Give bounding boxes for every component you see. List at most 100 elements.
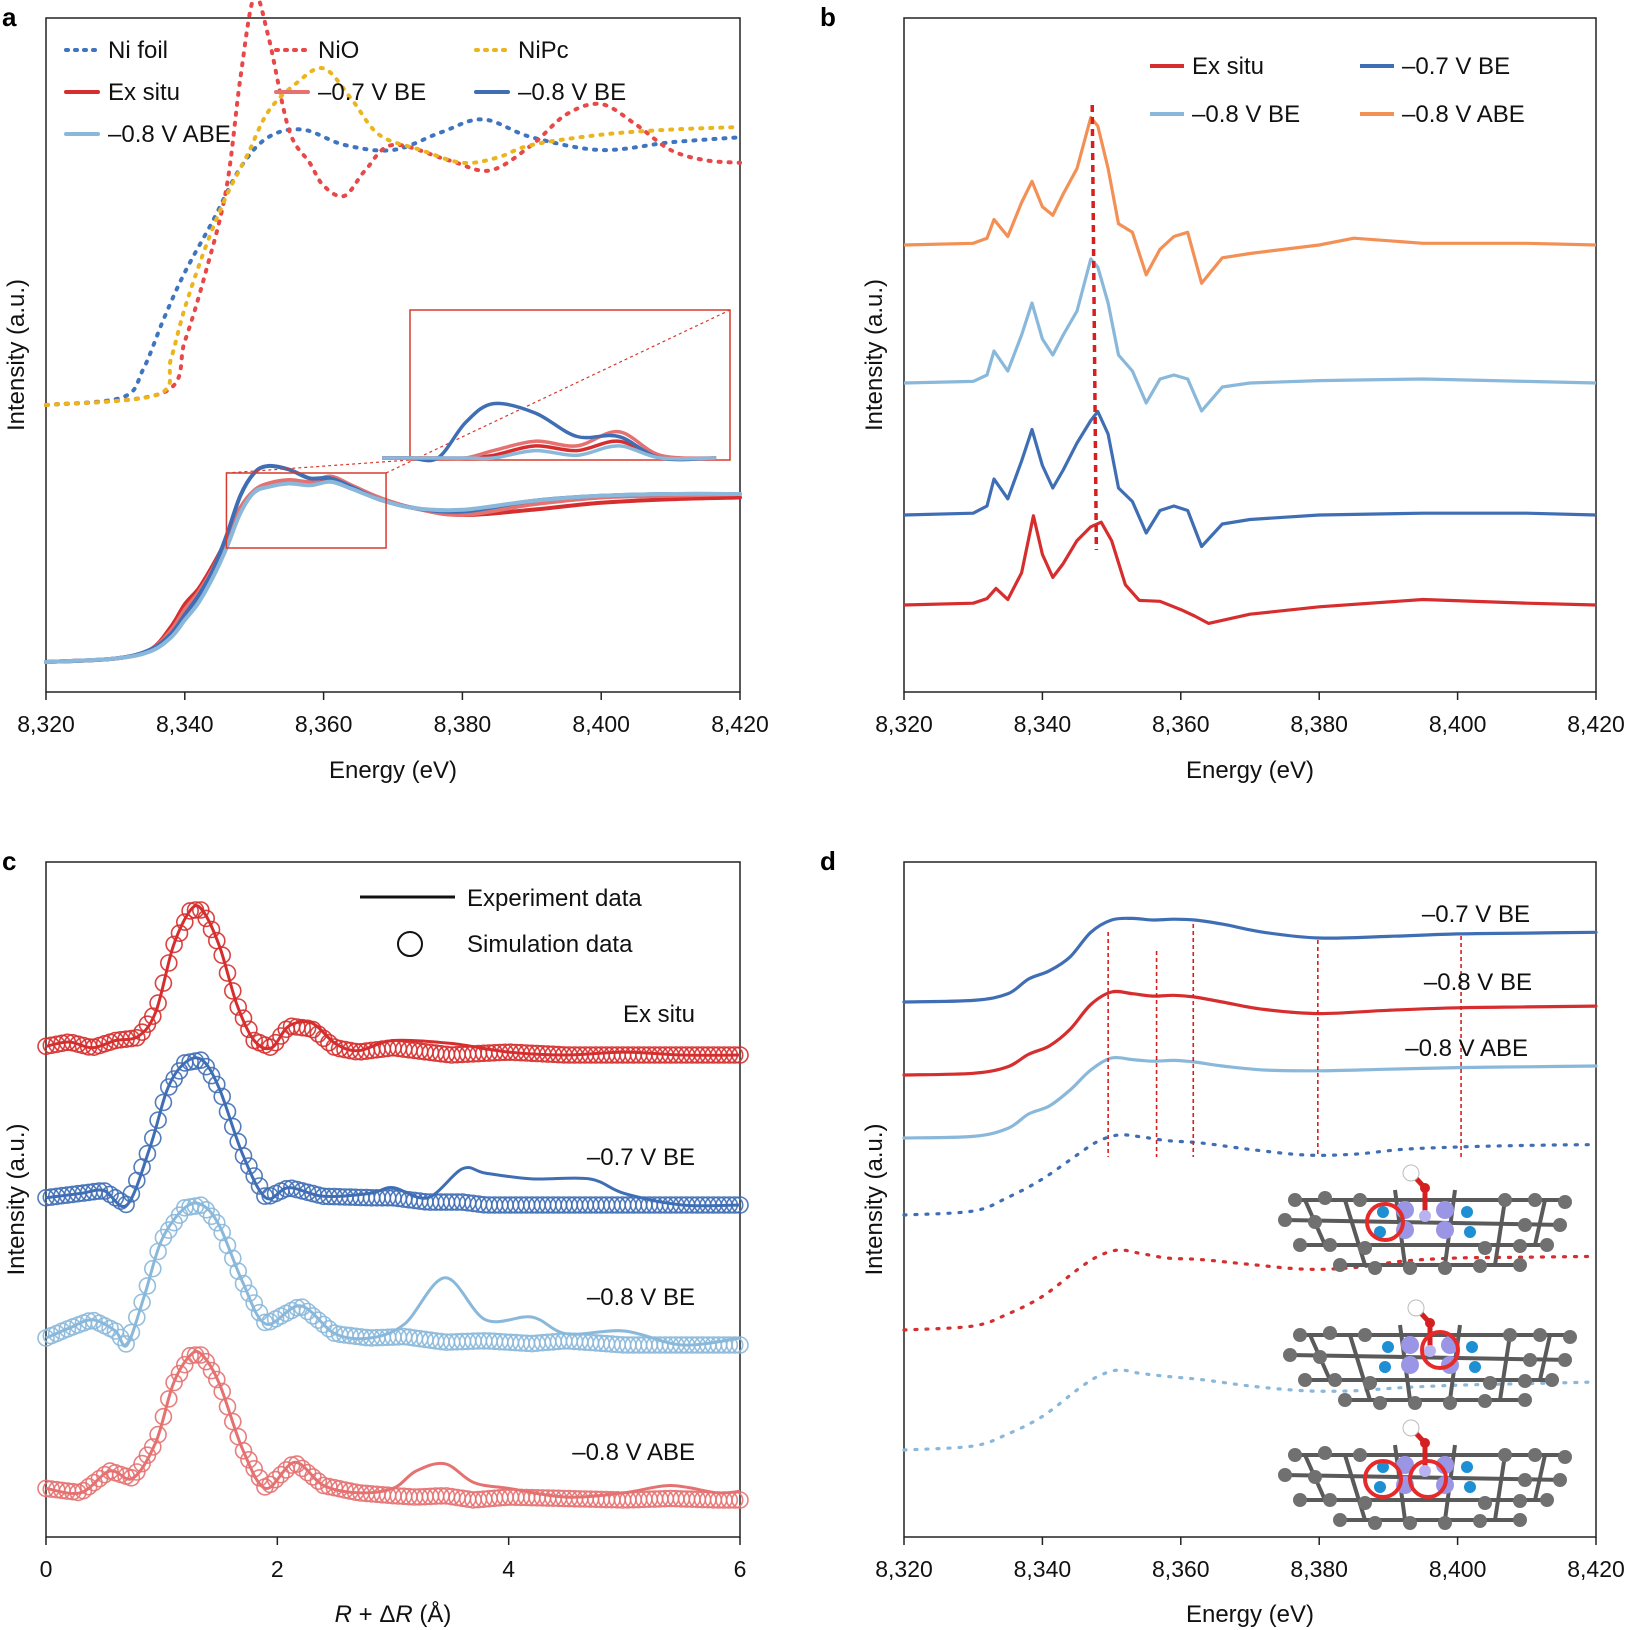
- legend-label: NiPc: [518, 37, 569, 64]
- simulation-point: [154, 1093, 173, 1112]
- simulation-point: [208, 1370, 226, 1389]
- simulation-point: [138, 1277, 157, 1295]
- peak-shift-dashed-line: [1090, 104, 1099, 551]
- series-line-2: [903, 257, 1597, 413]
- simulation-point: [202, 1207, 221, 1226]
- simulation-point: [288, 1455, 306, 1473]
- simulation-point: [240, 1157, 258, 1175]
- simulation-point: [138, 1144, 157, 1163]
- simulation-point: [202, 920, 221, 939]
- ni-n4-oh-structure-3-icon: [1278, 1420, 1572, 1530]
- x-tick-label: 8,360: [1152, 1556, 1210, 1582]
- panel-letter-c: c: [2, 846, 16, 876]
- x-tick-label: 8,360: [295, 711, 353, 737]
- y-axis-title: Intensity (a.u.): [861, 1123, 888, 1275]
- simulation-point: [261, 1038, 280, 1056]
- series-line-3: [44, 477, 742, 664]
- simulation-point: [176, 1355, 194, 1374]
- series-line-0: [44, 117, 742, 407]
- simulation-point: [314, 1029, 333, 1048]
- simulation-point: [154, 974, 173, 992]
- simulation-point: [234, 1009, 253, 1028]
- legend-label: –0.7 V BE: [1402, 53, 1510, 80]
- x-axis-title-part: (Å): [413, 1600, 452, 1628]
- curve-label: –0.8 V BE: [587, 1284, 695, 1311]
- simulation-point: [240, 1451, 258, 1469]
- x-tick-label: 8,320: [17, 711, 75, 737]
- simulation-point: [128, 1029, 146, 1047]
- x-tick-label: 2: [271, 1556, 284, 1582]
- series-line-0: [902, 916, 1598, 1004]
- simulation-point: [144, 1259, 162, 1278]
- legend-label: NiO: [318, 37, 359, 64]
- simulation-point: [197, 1201, 215, 1219]
- simulation-point: [133, 1293, 151, 1312]
- ni-n4-oh-structure-1-icon: [1278, 1165, 1572, 1275]
- simulation-point: [304, 1468, 322, 1486]
- simulation-point: [128, 1308, 146, 1327]
- series-line-5: [902, 1368, 1598, 1452]
- simulation-point: [181, 1346, 199, 1365]
- simulation-point: [192, 1196, 210, 1214]
- series-line-1: [902, 989, 1598, 1077]
- simulation-point: [117, 1195, 135, 1214]
- x-axis-title-part: R: [395, 1601, 412, 1628]
- simulation-point: [725, 1196, 744, 1214]
- panel-a-xanes: 8,320 8,340 8,360 8,380 8,400 8,420 Intensity …: [3, 0, 769, 784]
- panel-b-derivative: 8,320 8,340 8,360 8,380 8,400 8,420 Intensity …: [861, 17, 1625, 784]
- simulation-point: [117, 1030, 135, 1048]
- simulation-circles-0: [37, 901, 749, 1064]
- simulation-point: [272, 1465, 290, 1484]
- simulation-point: [293, 1298, 312, 1316]
- simulation-point: [309, 1472, 328, 1490]
- series-line-2: [44, 66, 742, 407]
- series-line-4: [44, 474, 742, 664]
- simulation-circles-1: [37, 1051, 749, 1214]
- legend-label: –0.7 V BE: [318, 79, 426, 106]
- legend-label: –0.8 V ABE: [108, 121, 231, 148]
- curve-label: –0.8 V ABE: [572, 1439, 695, 1466]
- x-tick-label: 8,320: [875, 1556, 933, 1582]
- simulation-point: [234, 1147, 253, 1165]
- simulation-point: [314, 1315, 333, 1334]
- x-tick-label: 8,400: [1429, 711, 1487, 737]
- simulation-point: [122, 1323, 141, 1342]
- simulation-point: [133, 1454, 151, 1473]
- x-axis-title: Energy (eV): [1186, 1601, 1314, 1628]
- simulation-point: [224, 982, 242, 1000]
- simulation-point: [208, 1075, 226, 1094]
- series-line-1: [44, 0, 742, 407]
- curve-label: Ex situ: [623, 1001, 695, 1028]
- x-tick-label: 4: [502, 1556, 515, 1582]
- simulation-point: [720, 1336, 739, 1354]
- curve-label: –0.8 V ABE: [1405, 1035, 1528, 1062]
- simulation-point: [208, 1214, 226, 1232]
- legend-label: Simulation data: [467, 931, 633, 958]
- simulation-point: [304, 1020, 322, 1039]
- simulation-point: [224, 1412, 242, 1431]
- simulation-point: [79, 1312, 98, 1330]
- simulation-point: [63, 1482, 82, 1501]
- simulation-point: [144, 1129, 162, 1147]
- simulation-point: [720, 1196, 739, 1214]
- inset-frame: [409, 309, 731, 461]
- simulation-point: [229, 998, 247, 1016]
- x-tick-label: 8,340: [1014, 1556, 1072, 1582]
- simulation-point: [229, 1262, 247, 1280]
- simulation-point: [197, 1352, 215, 1371]
- legend-label: –0.8 V BE: [1192, 101, 1300, 128]
- simulation-point: [197, 1057, 215, 1076]
- x-tick-label: 8,400: [1429, 1556, 1487, 1582]
- x-tick-label: 8,380: [434, 711, 492, 737]
- simulation-point: [170, 1364, 189, 1383]
- simulation-point: [106, 1189, 125, 1207]
- experiment-line-1: [45, 1056, 741, 1209]
- simulation-point: [170, 924, 189, 943]
- simulation-point: [160, 954, 178, 972]
- plot-frame: [903, 861, 1597, 1538]
- simulation-point: [266, 1470, 285, 1489]
- simulation-point: [725, 1336, 744, 1354]
- x-tick-label: 8,420: [1567, 1556, 1625, 1582]
- simulation-point: [149, 1111, 167, 1129]
- simulation-point: [122, 1469, 141, 1487]
